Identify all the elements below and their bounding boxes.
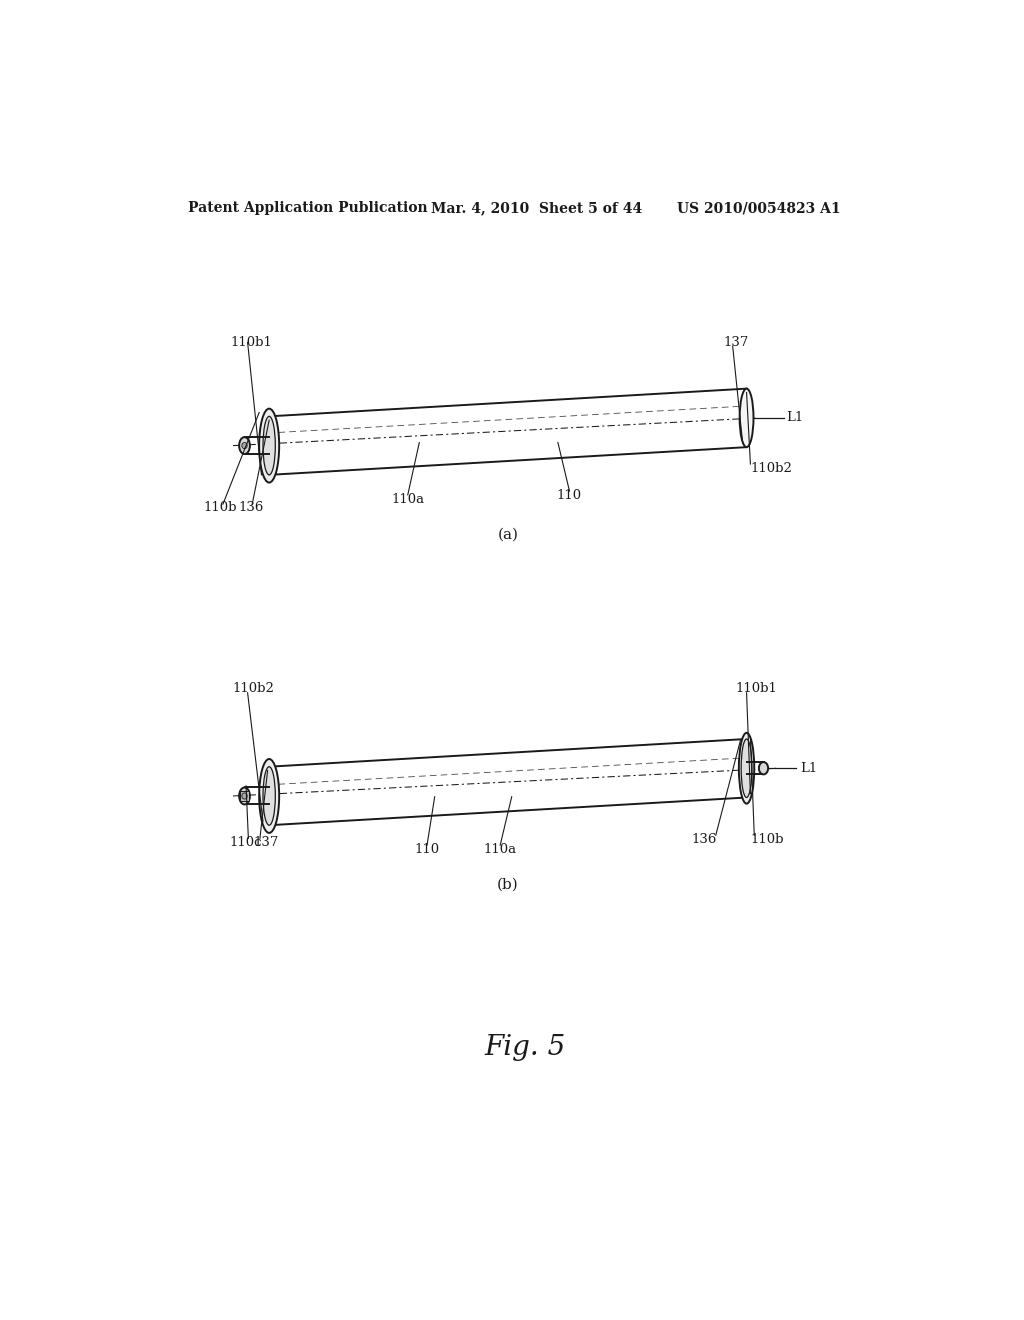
Text: 110: 110 [415,843,439,857]
Text: 110c: 110c [229,837,261,850]
Text: 110b1: 110b1 [735,682,777,696]
Ellipse shape [739,388,754,447]
Text: L1: L1 [801,762,818,775]
Text: 110b1: 110b1 [230,335,272,348]
FancyBboxPatch shape [240,792,249,800]
Text: 110b: 110b [751,833,784,846]
Text: 136: 136 [239,500,264,513]
Text: 110b: 110b [204,500,238,513]
Text: Mar. 4, 2010  Sheet 5 of 44: Mar. 4, 2010 Sheet 5 of 44 [431,202,642,215]
Text: 136: 136 [691,833,717,846]
Ellipse shape [240,437,250,454]
Text: US 2010/0054823 A1: US 2010/0054823 A1 [677,202,841,215]
Ellipse shape [242,793,247,799]
Ellipse shape [259,409,280,483]
Text: Patent Application Publication: Patent Application Publication [188,202,428,215]
Text: 137: 137 [724,335,749,348]
Ellipse shape [259,759,280,833]
Text: L1: L1 [786,412,804,425]
Ellipse shape [263,416,275,475]
Text: 137: 137 [254,837,280,850]
Ellipse shape [242,442,247,449]
Text: 110b2: 110b2 [751,462,793,475]
Text: (b): (b) [497,878,519,891]
Ellipse shape [263,767,275,825]
Ellipse shape [739,733,755,804]
Text: 110a: 110a [391,492,424,506]
Ellipse shape [240,788,250,804]
Text: 110b2: 110b2 [232,682,274,696]
Ellipse shape [741,739,752,797]
Text: Fig. 5: Fig. 5 [484,1035,565,1061]
Text: 110: 110 [557,490,582,502]
Ellipse shape [759,762,768,775]
Text: 110a: 110a [483,843,517,857]
Text: (a): (a) [498,527,518,541]
